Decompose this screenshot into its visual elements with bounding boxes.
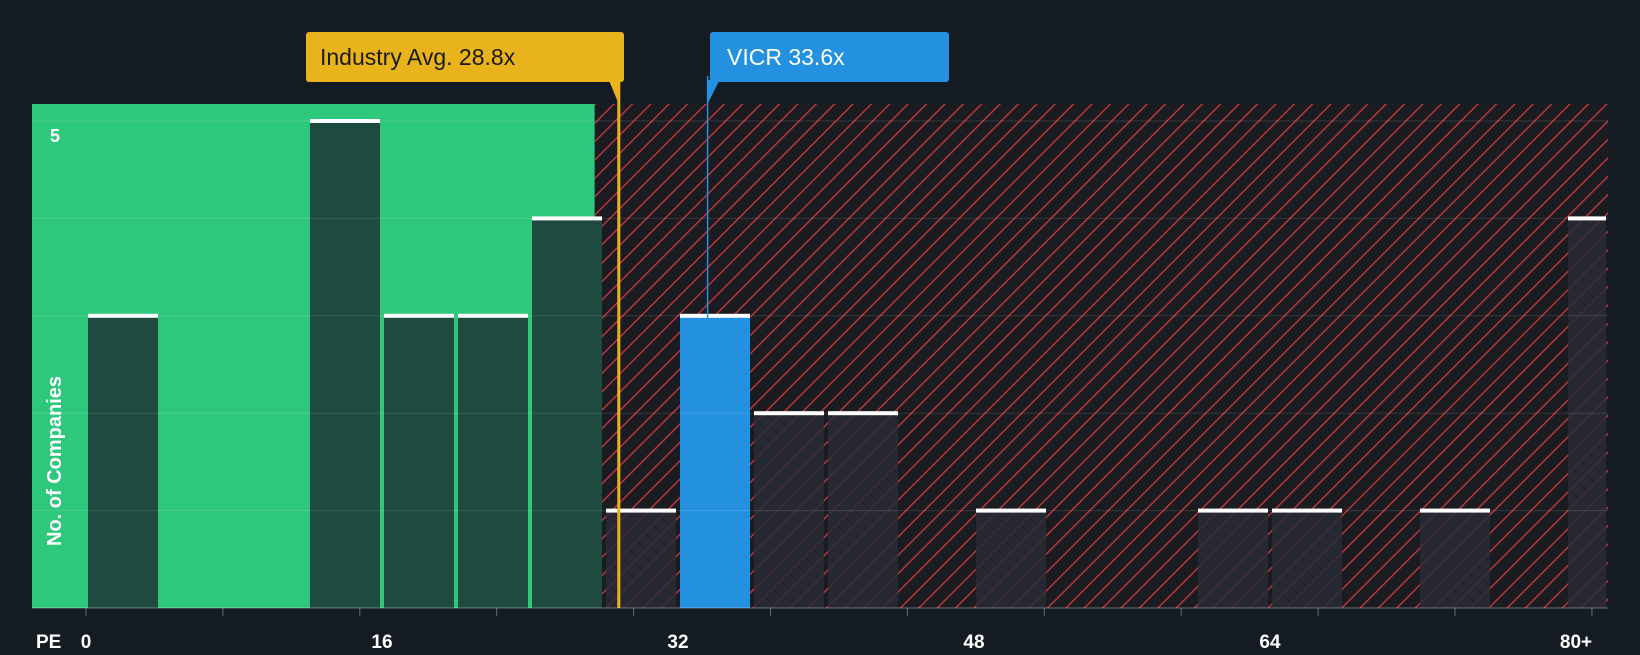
histogram-bar-cap (384, 313, 454, 318)
x-tick-label: 32 (667, 632, 688, 650)
histogram-bar (1420, 510, 1490, 608)
industry-avg-tooltip-pointer (608, 80, 619, 104)
labels-layer: Industry Avg. 28.8x VICR 33.6x (306, 32, 949, 104)
histogram-bar-cap (1272, 508, 1342, 513)
histogram-bar (1568, 218, 1606, 608)
histogram-bar (1198, 510, 1268, 608)
x-tick-label: 48 (963, 632, 984, 650)
histogram-bar (532, 218, 602, 608)
y-tick-label: 5 (50, 126, 60, 146)
histogram-bar (1272, 510, 1342, 608)
axis-layer: 0 16 32 48 64 80+ PE 5 No. of Companies (32, 126, 1608, 653)
histogram-bar (754, 413, 824, 608)
x-tick-label: 16 (371, 632, 392, 650)
histogram-bar-cap (606, 508, 676, 513)
x-axis-label: PE (36, 632, 61, 650)
histogram-bar-cap (532, 216, 602, 221)
industry-avg-label: Industry Avg. 28.8x (320, 44, 516, 70)
x-tick-label: 64 (1259, 632, 1281, 650)
histogram-bar-cap (1568, 216, 1606, 221)
histogram-bar-cap (680, 313, 750, 318)
x-tick-label: 0 (81, 632, 92, 650)
histogram-bar (606, 510, 676, 608)
histogram-bar-cap (1420, 508, 1490, 513)
y-axis-label: No. of Companies (44, 376, 66, 546)
histogram-bar (828, 413, 898, 608)
bars-layer (88, 119, 1606, 608)
histogram-bar-cap (88, 313, 158, 318)
histogram-bar-cap (976, 508, 1046, 513)
company-pe-label: VICR 33.6x (727, 44, 845, 70)
histogram-bar (458, 315, 528, 608)
histogram-bar-cap (458, 313, 528, 318)
histogram-bar (310, 121, 380, 608)
histogram-bar (680, 315, 750, 608)
company-pe-tooltip (710, 32, 949, 82)
histogram-bar-cap (1198, 508, 1268, 513)
company-pe-tooltip-pointer (707, 80, 720, 104)
histogram-bar-cap (828, 411, 898, 416)
histogram-bar-cap (310, 119, 380, 123)
histogram-bar (384, 315, 454, 608)
x-tick-label: 80+ (1560, 632, 1592, 650)
marker-lines-layer (617, 76, 709, 608)
industry-avg-tooltip (306, 32, 624, 82)
histogram-bar-cap (754, 411, 824, 416)
histogram-bar (976, 510, 1046, 608)
histogram-bar (88, 315, 158, 608)
grid-layer (32, 120, 1608, 512)
